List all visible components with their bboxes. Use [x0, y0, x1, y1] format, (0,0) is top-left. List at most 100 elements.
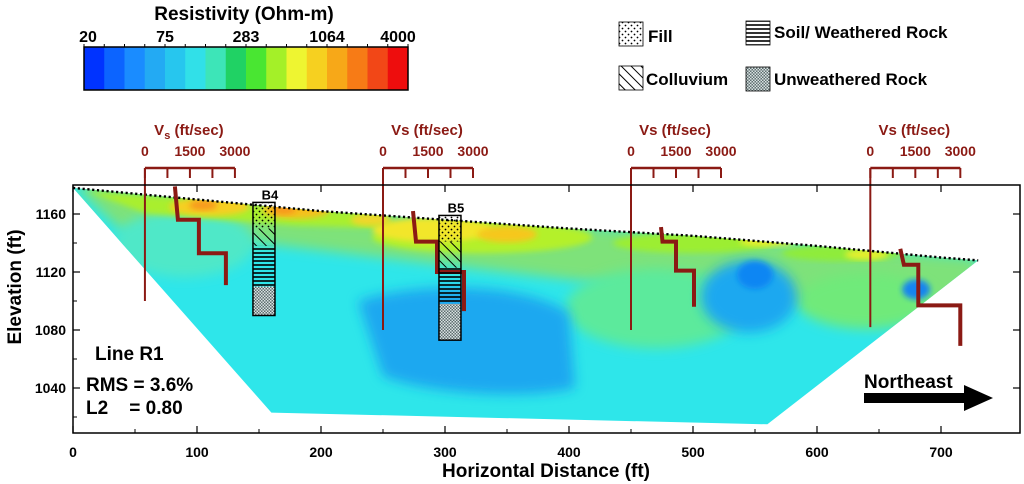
- direction-label: Northeast: [864, 372, 953, 393]
- vs-axis-title: Vs (ft/sec): [878, 122, 950, 139]
- x-axis-tick-label: 0: [69, 444, 77, 460]
- legend-label-fill: Fill: [648, 27, 673, 46]
- colorbar-tick-label: 20: [79, 29, 97, 46]
- colorbar-cell: [367, 47, 389, 90]
- vs-step-profile: [172, 186, 228, 286]
- resistivity-zone: [737, 260, 773, 289]
- colorbar-tick-label: 4000: [380, 29, 416, 46]
- colorbar-cell: [327, 47, 348, 90]
- colorbar-cell: [205, 47, 227, 90]
- vs-title-main: Vs: [639, 122, 657, 139]
- colorbar-cell: [104, 47, 125, 90]
- vs-step-profile: [659, 226, 696, 307]
- resistivity-zone: [565, 268, 746, 349]
- x-axis-tick-label: 700: [929, 444, 953, 460]
- vs-tick-label: 0: [627, 143, 635, 159]
- vs-axis-title: Vs (ft/sec): [391, 122, 463, 139]
- y-axis-tick-label: 1080: [35, 322, 66, 338]
- vs-profile: Vs (ft/sec)0 1500 3000: [379, 122, 489, 330]
- x-axis-tick-label: 500: [681, 444, 705, 460]
- resistivity-zone: [796, 273, 937, 329]
- colorbar-cell: [185, 47, 206, 90]
- vs-tick-label: 3000: [945, 143, 976, 159]
- legend-item-fill: Fill: [618, 21, 673, 47]
- vs-tick-label: 1500: [900, 143, 931, 159]
- l2-text: L2 = 0.80: [86, 398, 183, 419]
- colorbar-tick-label: 1064: [309, 29, 345, 46]
- resistivity-zone: [350, 213, 391, 226]
- axes: 0 100 200 300 400 500 600 700 1040 1080 1120 1160: [35, 184, 1021, 460]
- colorbar-cell: [144, 47, 166, 90]
- vs-title-sub: s: [164, 130, 170, 142]
- y-axis-tick-label: 1160: [36, 206, 67, 222]
- borehole-layer: [252, 286, 275, 316]
- vs-title-main: V: [154, 122, 164, 139]
- borehole-label: B5: [448, 200, 465, 215]
- legend: Fill Soil/ Weathered Rock Colluvium Unwe…: [618, 20, 948, 92]
- vs-step-profile: [411, 210, 466, 312]
- legend-label-soil: Soil/ Weathered Rock: [774, 23, 948, 42]
- resistivity-zones: [73, 187, 979, 395]
- borehole-layer: [438, 241, 461, 268]
- colorbar-cell: [387, 47, 409, 90]
- borehole-layer: [438, 303, 461, 341]
- vs-step-profile: [898, 248, 963, 346]
- vs-tick-label: 1500: [660, 143, 691, 159]
- colorbar: Resistivity (Ohm-m) 20 75 283 1064 4000: [79, 4, 416, 91]
- colorbar-tick-labels: 20 75 283 1064 4000: [79, 29, 416, 47]
- resistivity-section: [72, 186, 979, 425]
- colorbar-cell: [246, 47, 267, 90]
- vs-title-main: Vs: [878, 122, 896, 139]
- plot-frame: [72, 184, 1021, 434]
- legend-item-soil: Soil/ Weathered Rock: [745, 20, 948, 46]
- vs-tick-label: 0: [866, 143, 874, 159]
- colorbar-cell: [84, 47, 105, 90]
- direction-arrow: [864, 385, 993, 411]
- fill-swatch: [618, 21, 644, 47]
- borehole-layer: [438, 215, 461, 242]
- vs-title-units: (ft/sec): [897, 122, 950, 139]
- borehole: B4: [252, 187, 279, 317]
- x-axis-tick-label: 200: [309, 444, 333, 460]
- vs-tick-label: 3000: [705, 143, 736, 159]
- colorbar-cells: [84, 47, 409, 90]
- vs-axis-title: Vs (ft/sec): [639, 122, 711, 139]
- x-axis-tick-label: 300: [433, 444, 457, 460]
- colorbar-cell: [347, 47, 368, 90]
- y-axis-tick-label: 1040: [35, 380, 66, 396]
- colorbar-cell: [165, 47, 186, 90]
- borehole-label: B4: [262, 187, 279, 202]
- colorbar-cell: [124, 47, 146, 90]
- borehole-layer: [438, 267, 461, 304]
- vs-profile: Vs (ft/sec)0 1500 3000: [627, 122, 737, 330]
- vs-title-units: (ft/sec): [410, 122, 463, 139]
- x-axis-tick-label: 600: [805, 444, 829, 460]
- colluvium-swatch: [618, 65, 644, 91]
- vs-tick-label: 3000: [219, 143, 250, 159]
- borehole-layer: [252, 202, 275, 229]
- line-name: Line R1: [95, 344, 164, 365]
- vs-title-main: Vs: [391, 122, 409, 139]
- l2-label: L2 = 0.80: [86, 398, 183, 419]
- borehole-layer: [252, 245, 275, 287]
- direction-indicator: Northeast: [864, 372, 993, 411]
- rms-label: RMS = 3.6%: [86, 375, 193, 396]
- x-axis-title: Horizontal Distance (ft): [442, 461, 650, 482]
- y-axis-tick-label: 1120: [36, 264, 67, 280]
- colorbar-frame: [83, 46, 409, 91]
- resistivity-zone: [372, 217, 493, 242]
- vs-title-units: (ft/sec): [170, 122, 223, 139]
- borehole-layer: [252, 228, 275, 246]
- vs-title-units: (ft/sec): [658, 122, 711, 139]
- resistivity-zone: [358, 287, 576, 395]
- colorbar-cell: [225, 47, 247, 90]
- soil-swatch: [745, 20, 771, 46]
- unweathered-swatch: [745, 66, 771, 92]
- legend-item-colluvium: Colluvium: [618, 65, 728, 91]
- resistivity-zone: [902, 279, 931, 300]
- resistivity-zone: [477, 226, 537, 243]
- colorbar-tick-label: 75: [156, 29, 174, 46]
- x-axis-tick-label: 100: [185, 444, 209, 460]
